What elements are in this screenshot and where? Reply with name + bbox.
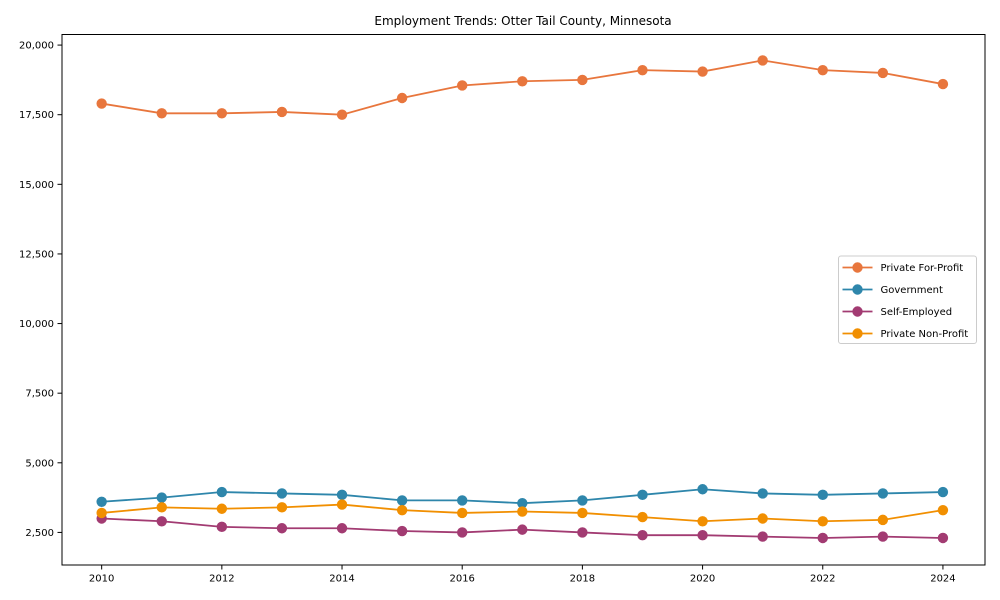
data-point-self-employed-2018 xyxy=(577,527,588,538)
y-tick-label: 5,000 xyxy=(25,458,54,469)
legend-marker-icon xyxy=(852,306,863,317)
data-point-government-2020 xyxy=(697,484,708,495)
legend-marker-icon xyxy=(852,284,863,295)
data-point-private-non-profit-2023 xyxy=(877,514,889,526)
legend-item-self-employed: Self-Employed xyxy=(842,306,953,318)
data-point-private-non-profit-2020 xyxy=(697,516,708,527)
legend-item-government: Government xyxy=(842,284,943,296)
data-point-government-2011 xyxy=(156,492,167,503)
series-private-for-profit xyxy=(96,55,949,120)
data-point-private-non-profit-2022 xyxy=(817,516,828,527)
data-point-government-2018 xyxy=(577,495,588,506)
data-point-self-employed-2024 xyxy=(937,532,949,544)
data-point-self-employed-2019 xyxy=(637,530,648,541)
series-government xyxy=(96,484,949,509)
legend-label: Private Non-Profit xyxy=(881,329,969,340)
x-tick-label: 2024 xyxy=(930,574,955,585)
x-tick-label: 2022 xyxy=(810,574,835,585)
data-point-government-2022 xyxy=(817,489,828,501)
data-point-self-employed-2012 xyxy=(216,521,228,533)
data-point-self-employed-2021 xyxy=(757,531,768,542)
y-tick-label: 17,500 xyxy=(19,110,54,121)
legend-marker-icon xyxy=(852,262,863,273)
data-point-private-non-profit-2011 xyxy=(156,502,167,513)
y-tick-label: 2,500 xyxy=(25,528,54,539)
x-tick-label: 2018 xyxy=(570,574,595,585)
data-point-government-2012 xyxy=(216,486,228,498)
data-point-private-for-profit-2012 xyxy=(216,108,228,119)
data-point-private-non-profit-2015 xyxy=(396,504,408,516)
x-tick-label: 2010 xyxy=(89,574,114,585)
data-point-government-2024 xyxy=(937,486,949,498)
y-tick-label: 7,500 xyxy=(25,389,54,400)
data-point-self-employed-2023 xyxy=(877,531,889,542)
data-point-government-2016 xyxy=(457,495,468,506)
data-point-private-non-profit-2014 xyxy=(336,499,348,510)
data-point-government-2015 xyxy=(396,495,408,506)
data-point-private-non-profit-2019 xyxy=(637,511,648,523)
x-tick-label: 2016 xyxy=(449,574,474,585)
legend-label: Private For-Profit xyxy=(881,263,964,274)
series-layer xyxy=(96,55,949,544)
series-line-private-for-profit xyxy=(101,59,944,116)
data-point-government-2017 xyxy=(517,497,528,509)
x-tick-label: 2014 xyxy=(329,574,354,585)
series-private-non-profit xyxy=(96,499,949,527)
data-point-private-non-profit-2012 xyxy=(216,503,228,514)
legend-marker-icon xyxy=(852,328,863,339)
y-tick-label: 12,500 xyxy=(19,249,54,260)
legend-item-private-for-profit: Private For-Profit xyxy=(842,262,964,274)
legend-label: Government xyxy=(881,285,943,296)
data-point-private-non-profit-2013 xyxy=(276,502,288,513)
data-point-private-non-profit-2017 xyxy=(517,506,528,517)
data-point-private-for-profit-2018 xyxy=(577,74,588,86)
data-point-self-employed-2016 xyxy=(457,527,468,538)
data-point-self-employed-2017 xyxy=(517,524,528,535)
data-point-self-employed-2020 xyxy=(697,530,708,541)
data-point-private-for-profit-2022 xyxy=(817,64,828,76)
legend-box xyxy=(838,255,977,344)
data-point-self-employed-2022 xyxy=(817,532,828,544)
data-point-government-2021 xyxy=(757,488,768,499)
data-point-private-non-profit-2016 xyxy=(457,507,468,519)
plot-area: 2010 2012 2014 2016 2018 2020 2022 2024 2,500 5,0… xyxy=(19,34,986,585)
legend-label: Self-Employed xyxy=(881,307,953,318)
data-point-self-employed-2011 xyxy=(156,516,167,527)
data-point-private-non-profit-2024 xyxy=(937,504,949,516)
data-point-private-for-profit-2015 xyxy=(396,92,408,104)
data-point-government-2023 xyxy=(877,488,889,499)
data-point-private-for-profit-2024 xyxy=(937,78,949,90)
data-point-government-2010 xyxy=(96,496,107,507)
data-point-private-for-profit-2023 xyxy=(877,67,889,79)
y-tick-label: 10,000 xyxy=(19,319,54,330)
data-point-government-2014 xyxy=(336,489,348,501)
chart-title: Employment Trends: Otter Tail County, Mi… xyxy=(374,14,671,28)
data-point-self-employed-2014 xyxy=(336,523,348,534)
data-point-government-2019 xyxy=(637,489,648,501)
legend-item-private-non-profit: Private Non-Profit xyxy=(842,328,969,340)
data-point-private-for-profit-2011 xyxy=(156,108,167,119)
data-point-private-non-profit-2018 xyxy=(577,507,588,519)
data-point-private-for-profit-2016 xyxy=(457,80,468,91)
plot-border xyxy=(61,34,986,566)
data-point-private-for-profit-2014 xyxy=(336,109,348,120)
y-tick-label: 20,000 xyxy=(19,41,54,52)
data-point-private-for-profit-2017 xyxy=(517,76,528,87)
y-tick-label: 15,000 xyxy=(19,180,54,191)
data-point-private-for-profit-2020 xyxy=(697,66,708,77)
x-tick-label: 2020 xyxy=(690,574,715,585)
data-point-self-employed-2013 xyxy=(276,523,288,534)
data-point-self-employed-2015 xyxy=(396,525,408,537)
data-point-government-2013 xyxy=(276,488,288,499)
data-point-private-for-profit-2013 xyxy=(276,106,288,118)
data-point-private-for-profit-2010 xyxy=(96,98,107,109)
legend: Private For-Profit Government Self-Employe… xyxy=(838,255,977,344)
data-point-private-non-profit-2010 xyxy=(96,507,107,519)
data-point-private-for-profit-2019 xyxy=(637,64,648,76)
x-tick-label: 2012 xyxy=(209,574,234,585)
data-point-private-for-profit-2021 xyxy=(757,55,768,66)
data-point-private-non-profit-2021 xyxy=(757,513,768,524)
